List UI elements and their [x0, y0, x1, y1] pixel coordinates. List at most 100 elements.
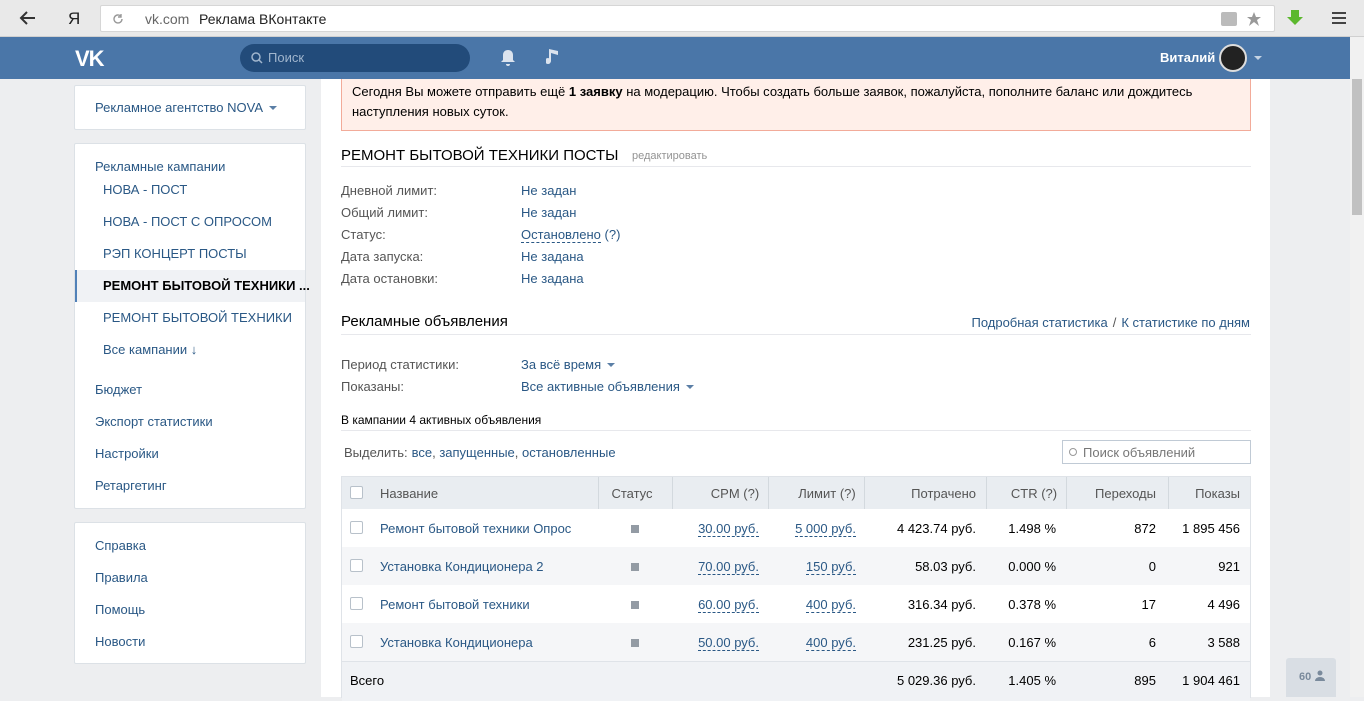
campaign-item[interactable]: РЕМОНТ БЫТОВОЙ ТЕХНИКИ ... — [103, 278, 310, 293]
editable-value[interactable]: 70.00 руб. — [698, 559, 759, 575]
menu-item[interactable]: Рекламные кампании — [95, 159, 226, 174]
select-link[interactable]: остановленные — [522, 445, 616, 460]
editable-value[interactable]: 400 руб. — [805, 597, 856, 613]
editable-value[interactable]: 60.00 руб. — [698, 597, 759, 613]
filter-label: Период статистики: — [341, 357, 459, 372]
cell: 231.25 руб. — [907, 635, 976, 650]
footer-link[interactable]: Правила — [95, 570, 148, 585]
stats-link[interactable]: К статистике по дням — [1121, 315, 1250, 330]
menu-item[interactable]: Экспорт статистики — [95, 414, 213, 429]
search-icon — [251, 52, 263, 64]
editable-value[interactable]: 400 руб. — [805, 635, 856, 651]
table-header — [342, 477, 1250, 509]
star-icon[interactable] — [1246, 11, 1262, 27]
checkbox[interactable] — [350, 521, 363, 534]
links-block: Справка Правила Помощь Новости — [74, 522, 306, 664]
stats-link[interactable]: Подробная статистика — [971, 315, 1108, 330]
editable-value[interactable]: 150 руб. — [805, 559, 856, 575]
page-title: Реклама ВКонтакте — [199, 11, 327, 27]
search-box[interactable]: Поиск — [240, 44, 470, 72]
info-value[interactable]: Остановлено (?) — [521, 227, 621, 243]
agency-selector[interactable]: Рекламное агентство NOVA — [95, 100, 277, 115]
editable-value[interactable]: 50.00 руб. — [698, 635, 759, 651]
ad-name[interactable]: Ремонт бытовой техники Опрос — [380, 521, 572, 536]
column-divider — [1168, 477, 1169, 509]
user-avatar[interactable] — [1219, 44, 1247, 72]
ads-search[interactable]: Поиск объявлений — [1062, 440, 1251, 464]
reload-icon[interactable] — [112, 13, 124, 25]
url-host: vk.com — [145, 11, 190, 27]
checkbox[interactable] — [350, 486, 363, 499]
browser-bar: Я vk.com Реклама ВКонтакте — [0, 0, 1364, 37]
column-divider — [768, 477, 769, 509]
notice-text: на модерацию. Чтобы создать больше заяво… — [352, 84, 1193, 119]
campaign-item[interactable]: НОВА - ПОСТ — [103, 182, 188, 197]
info-label: Статус: — [341, 227, 386, 242]
cell[interactable]: 5 000 руб. — [656, 521, 856, 537]
filter-dropdown[interactable]: Все активные объявления — [521, 379, 694, 394]
campaign-title: РЕМОНТ БЫТОВОЙ ТЕХНИКИ ПОСТЫ — [341, 147, 619, 164]
extension-icon[interactable] — [1286, 9, 1304, 27]
cell[interactable]: 400 руб. — [656, 635, 856, 651]
column-header: Название — [380, 486, 439, 501]
column-divider — [864, 477, 865, 509]
total-cell: 895 — [1134, 673, 1156, 688]
music-icon[interactable] — [546, 48, 560, 66]
ad-name[interactable]: Установка Кондиционера 2 — [380, 559, 544, 574]
cell[interactable]: 400 руб. — [656, 597, 856, 613]
column-header: CTR (?) — [1010, 486, 1058, 501]
cell[interactable]: 30.00 руб. — [559, 521, 759, 537]
notifications-icon[interactable] — [500, 49, 516, 67]
menu-item[interactable]: Настройки — [95, 446, 159, 461]
cell: 872 — [1134, 521, 1156, 536]
active-item-bg — [75, 270, 305, 302]
total-cell: Всего — [350, 673, 385, 688]
scroll-thumb[interactable] — [1352, 79, 1362, 215]
cell[interactable]: 60.00 руб. — [559, 597, 759, 613]
user-menu-arrow[interactable] — [1254, 56, 1262, 64]
ad-name[interactable]: Ремонт бытовой техники — [380, 597, 530, 612]
info-value: Не задана — [521, 271, 584, 286]
separator: / — [1112, 315, 1117, 330]
campaign-item[interactable]: Все кампании ↓ — [103, 342, 198, 357]
menu-icon[interactable] — [1332, 11, 1346, 25]
checkbox[interactable] — [350, 635, 363, 648]
editable-value[interactable]: 5 000 руб. — [795, 521, 856, 537]
checkbox[interactable] — [350, 559, 363, 572]
editable-value[interactable]: 30.00 руб. — [698, 521, 759, 537]
online-counter[interactable]: 60 — [1286, 658, 1336, 697]
campaign-item[interactable]: РЕМОНТ БЫТОВОЙ ТЕХНИКИ — [103, 310, 292, 325]
footer-link[interactable]: Справка — [95, 538, 146, 553]
cell: 0.378 % — [1008, 597, 1056, 612]
vk-logo[interactable]: VK — [75, 46, 105, 71]
menu-item[interactable]: Ретаргетинг — [95, 478, 167, 493]
user-name[interactable]: Виталий — [1160, 50, 1216, 65]
filter-dropdown[interactable]: За всё время — [521, 357, 615, 372]
select-link[interactable]: все — [411, 445, 433, 460]
cell: 921 — [1218, 559, 1240, 574]
select-link[interactable]: запущенные — [439, 445, 515, 460]
back-button[interactable] — [18, 10, 36, 26]
footer-link[interactable]: Новости — [95, 634, 146, 649]
main-panel: Сегодня Вы можете отправить ещё 1 заявку… — [321, 79, 1270, 701]
cell[interactable]: 70.00 руб. — [559, 559, 759, 575]
edit-link[interactable]: редактировать — [632, 150, 708, 162]
footer-link[interactable]: Помощь — [95, 602, 146, 617]
info-value-text: Не задан — [521, 205, 577, 220]
info-value: Не задана — [521, 249, 584, 264]
info-value-text: Не задана — [521, 249, 584, 264]
menu-item[interactable]: Бюджет — [95, 382, 143, 397]
info-label: Дневной лимит: — [341, 183, 438, 198]
campaign-item[interactable]: РЭП КОНЦЕРТ ПОСТЫ — [103, 246, 247, 261]
info-value-text[interactable]: Остановлено — [521, 227, 601, 243]
ad-name[interactable]: Установка Кондиционера — [380, 635, 533, 650]
cell[interactable]: 150 руб. — [656, 559, 856, 575]
stats-links: Подробная статистика / К статистике по дня… — [971, 315, 1250, 330]
cell: 58.03 руб. — [915, 559, 976, 574]
campaign-item[interactable]: НОВА - ПОСТ С ОПРОСОМ — [103, 214, 272, 229]
cell[interactable]: 50.00 руб. — [559, 635, 759, 651]
hint[interactable]: (?) — [604, 227, 621, 242]
browser-logo[interactable]: Я — [68, 9, 81, 28]
checkbox[interactable] — [350, 597, 363, 610]
address-bar[interactable]: vk.com Реклама ВКонтакте — [100, 5, 1275, 32]
